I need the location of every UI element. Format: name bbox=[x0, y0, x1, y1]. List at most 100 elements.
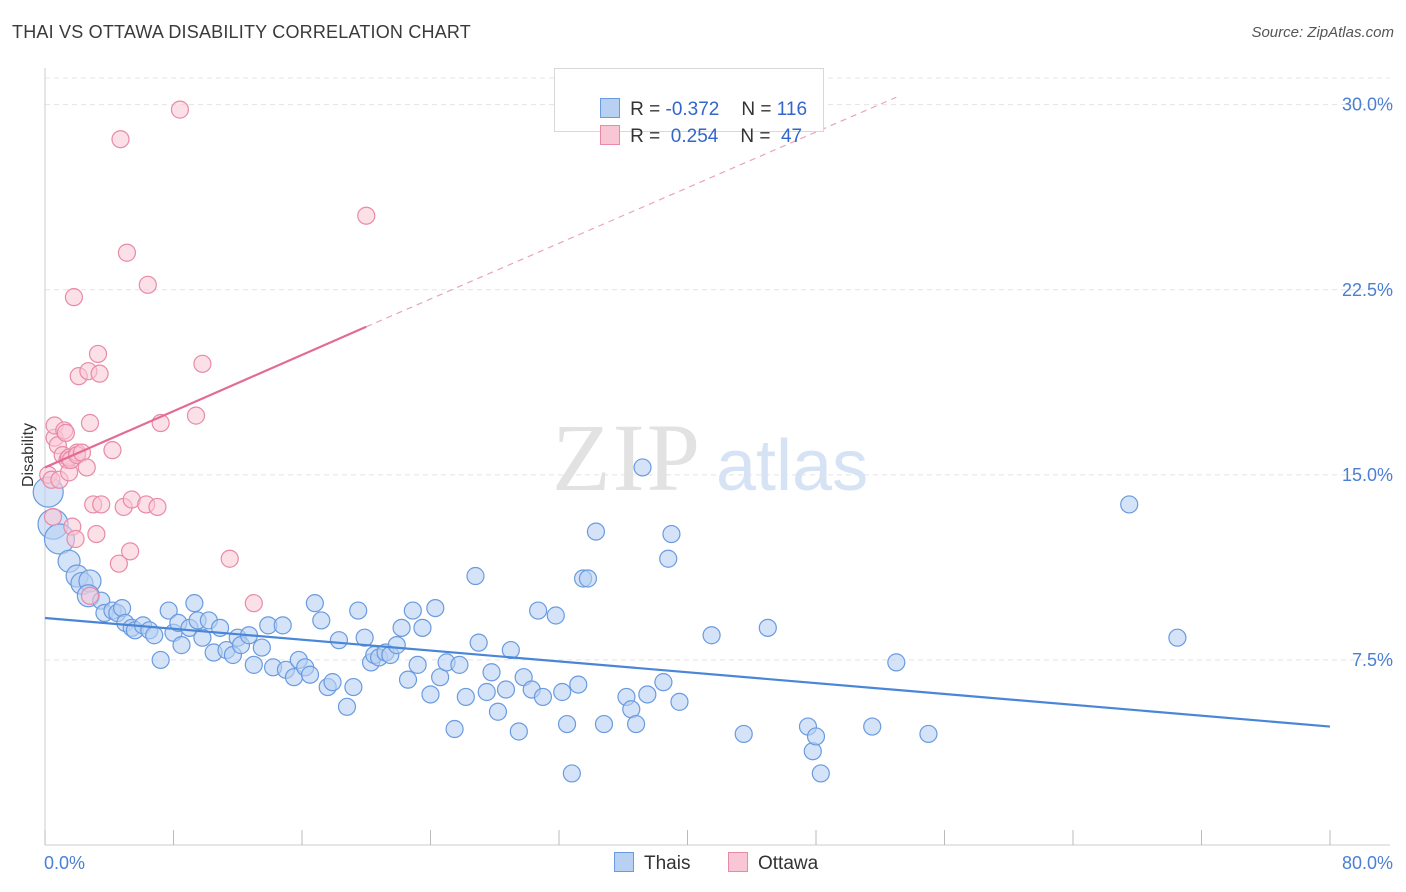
y-tick-label: 15.0% bbox=[1342, 465, 1393, 485]
ottawa-point bbox=[186, 406, 206, 425]
thais-point bbox=[654, 673, 673, 692]
thais-point bbox=[578, 569, 598, 588]
thais-point bbox=[501, 640, 520, 660]
series-thais bbox=[32, 458, 1187, 783]
ottawa-point bbox=[121, 542, 140, 561]
thais-point bbox=[806, 727, 826, 746]
legend-swatch-thais bbox=[600, 98, 621, 118]
thais-point bbox=[329, 631, 349, 650]
thais-point bbox=[312, 611, 331, 630]
thais-point bbox=[569, 675, 588, 694]
legend-n-label: N = bbox=[741, 99, 777, 120]
thais-point bbox=[305, 594, 324, 613]
thais-point bbox=[811, 764, 830, 783]
thais-point bbox=[626, 714, 646, 734]
thais-point bbox=[659, 549, 678, 568]
thais-point bbox=[662, 524, 681, 544]
ottawa-point bbox=[56, 423, 75, 442]
thais-point bbox=[633, 458, 652, 477]
thais-point bbox=[185, 594, 204, 613]
thais-point bbox=[496, 680, 516, 699]
ottawa-trend-extension bbox=[366, 96, 897, 328]
x-tick-label: 80.0% bbox=[1342, 853, 1393, 873]
ottawa-point bbox=[148, 497, 167, 517]
thais-point bbox=[488, 702, 508, 721]
thais-point bbox=[702, 626, 721, 645]
thais-point bbox=[445, 719, 464, 739]
trend-lines bbox=[44, 96, 1331, 728]
series-ottawa bbox=[39, 100, 376, 613]
legend-n-label: N = bbox=[740, 126, 776, 147]
thais-point bbox=[529, 601, 548, 620]
thais-point bbox=[337, 697, 357, 716]
thais-point bbox=[252, 638, 271, 657]
y-tick-label: 30.0% bbox=[1342, 95, 1393, 115]
legend-item-thais: Thais bbox=[614, 852, 690, 875]
thais-point bbox=[355, 628, 374, 647]
thais-point bbox=[426, 598, 445, 618]
thais-point bbox=[638, 685, 657, 704]
thais-point bbox=[466, 566, 485, 586]
legend-r-label: R = bbox=[630, 99, 666, 120]
legend-label-thais: Thais bbox=[644, 853, 691, 874]
ottawa-point bbox=[170, 100, 190, 119]
thais-point bbox=[469, 633, 488, 652]
thais-trend-line bbox=[44, 616, 1331, 728]
ottawa-point bbox=[117, 243, 137, 262]
grid-lines bbox=[45, 77, 1390, 661]
thais-point bbox=[151, 650, 170, 670]
x-tick-label: 0.0% bbox=[44, 853, 85, 873]
thais-point bbox=[244, 655, 263, 674]
thais-point bbox=[456, 687, 475, 707]
thais-point bbox=[172, 636, 191, 655]
thais-point bbox=[403, 601, 422, 620]
thais-point bbox=[159, 601, 178, 620]
thais-point bbox=[594, 714, 614, 734]
ottawa-point bbox=[109, 554, 128, 573]
zipatlas-watermark: ZIP atlas bbox=[552, 404, 868, 511]
thais-point bbox=[349, 601, 368, 620]
ottawa-point bbox=[43, 507, 63, 526]
thais-point bbox=[887, 653, 906, 672]
ottawa-point bbox=[138, 275, 157, 294]
thais-point bbox=[734, 724, 753, 744]
ottawa-point bbox=[193, 354, 212, 373]
correlation-legend: R = -0.372 N = 116 R = 0.254 N = 47 bbox=[554, 68, 824, 147]
thais-point bbox=[344, 677, 363, 697]
thais-point bbox=[323, 673, 342, 692]
thais-point bbox=[300, 665, 320, 684]
thais-point bbox=[1120, 495, 1139, 514]
tick-labels: 7.5% 15.0% 22.5% 30.0% 0.0% 80.0% bbox=[44, 95, 1393, 873]
ottawa-point bbox=[92, 495, 111, 514]
ottawa-point bbox=[90, 364, 109, 383]
legend-item-ottawa: Ottawa bbox=[728, 852, 818, 875]
thais-point bbox=[863, 717, 882, 736]
thais-point bbox=[509, 722, 528, 741]
legend-r-value: 0.254 bbox=[665, 126, 719, 147]
ottawa-point bbox=[88, 344, 108, 364]
thais-point bbox=[758, 618, 777, 637]
thais-point bbox=[562, 764, 581, 783]
thais-point bbox=[482, 663, 501, 682]
thais-point bbox=[398, 670, 418, 689]
thais-point bbox=[477, 682, 496, 702]
legend-r-value: -0.372 bbox=[665, 99, 720, 120]
y-tick-label: 22.5% bbox=[1342, 280, 1393, 300]
ottawa-point bbox=[357, 206, 376, 225]
ottawa-point bbox=[80, 413, 100, 433]
thais-point bbox=[145, 626, 164, 645]
thais-point bbox=[112, 598, 132, 618]
legend-r-label: R = bbox=[630, 126, 666, 147]
legend-row-ottawa: R = 0.254 N = 47 bbox=[579, 103, 802, 147]
thais-point bbox=[413, 618, 432, 637]
legend-n-value: 116 bbox=[776, 99, 808, 120]
chart-title: THAI VS OTTAWA DISABILITY CORRELATION CH… bbox=[12, 22, 472, 42]
thais-point bbox=[193, 628, 212, 647]
thais-point bbox=[586, 522, 606, 541]
legend-swatch-ottawa bbox=[728, 852, 748, 872]
legend-n-value: 47 bbox=[775, 126, 803, 147]
ottawa-point bbox=[80, 586, 100, 605]
thais-point bbox=[670, 692, 689, 711]
thais-point bbox=[273, 616, 292, 635]
